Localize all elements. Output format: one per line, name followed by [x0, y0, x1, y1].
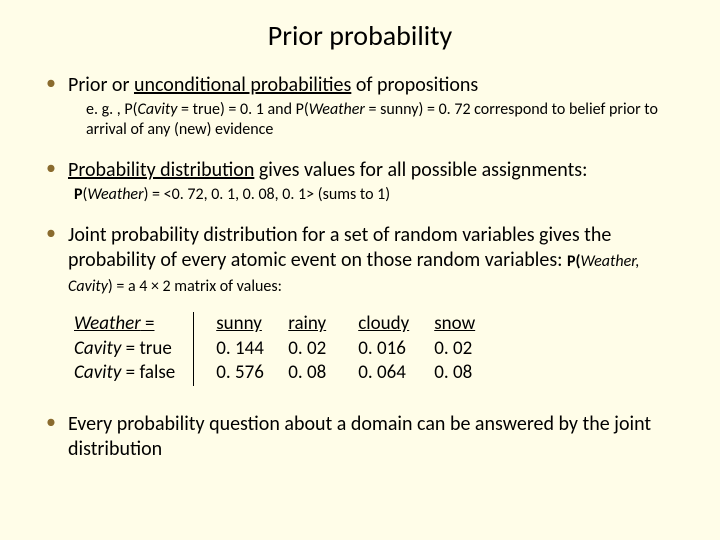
text: = <0. 72, 0. 1, 0. 08, 0. 1> (sums to 1) [148, 185, 390, 204]
bullet-1: Prior or unconditional probabilities of … [40, 73, 680, 140]
bullet-2-lead: Probability distribution gives values fo… [68, 158, 680, 183]
bullet-2-sub: P(Weather) = <0. 72, 0. 1, 0. 08, 0. 1> … [68, 185, 680, 205]
italic-var: Cavity [138, 100, 178, 119]
bullet-4-lead: Every probability question about a domai… [68, 412, 680, 462]
underline-term: unconditional probabilities [134, 73, 351, 97]
bold-p: P( [567, 252, 581, 271]
text: = false [121, 361, 175, 384]
table-cell: 0. 02 [434, 337, 494, 362]
table-cell: 0. 08 [288, 361, 358, 386]
bullet-1-sub: e. g. , P(Cavity = true) = 0. 1 and P(We… [68, 100, 680, 140]
table-values: sunny rainy cloudy snow 0. 144 0. 02 0. … [194, 312, 494, 386]
bullet-3: Joint probability distribution for a set… [40, 223, 680, 386]
table-row-label: Cavity = true [74, 337, 175, 362]
underline-term: Probability distribution [68, 158, 254, 182]
table-col-header: rainy [288, 312, 358, 337]
table-cell: 0. 08 [434, 361, 494, 386]
table-cell: 0. 016 [358, 337, 434, 362]
text: gives values for all possible assignment… [254, 158, 587, 182]
italic-var: Cavity [74, 361, 121, 384]
text: = [141, 312, 155, 335]
text: of propositions [351, 73, 478, 97]
text: Prior or [68, 73, 134, 97]
bullet-list: Prior or unconditional probabilities of … [40, 73, 680, 462]
text: = true [121, 337, 171, 360]
table-row-header: Weather = [74, 312, 175, 337]
text: ) = a 4 × 2 matrix of values: [108, 277, 282, 296]
bullet-3-lead: Joint probability distribution for a set… [68, 223, 680, 298]
table-cell: 0. 576 [216, 361, 288, 386]
table-col-header: cloudy [358, 312, 434, 337]
table-row-label: Cavity = false [74, 361, 175, 386]
table-col-header: sunny [216, 312, 288, 337]
joint-table: Weather = Cavity = true Cavity = false s… [74, 312, 680, 386]
slide-title: Prior probability [40, 18, 680, 53]
italic-var: Weather [309, 100, 365, 119]
italic-var: Weather [87, 185, 143, 204]
bullet-1-lead: Prior or unconditional probabilities of … [68, 73, 680, 98]
bullet-4: Every probability question about a domai… [40, 412, 680, 462]
table-cell: 0. 144 [216, 337, 288, 362]
bullet-2: Probability distribution gives values fo… [40, 158, 680, 205]
table-col-header: snow [434, 312, 494, 337]
bold-p: P [74, 185, 83, 204]
table-row-labels: Weather = Cavity = true Cavity = false [74, 312, 194, 386]
italic-var: Weather [74, 312, 141, 335]
table-cell: 0. 064 [358, 361, 434, 386]
italic-var: Cavity [74, 337, 121, 360]
table-cell: 0. 02 [288, 337, 358, 362]
underline-term: Joint probability distribution [68, 223, 298, 247]
